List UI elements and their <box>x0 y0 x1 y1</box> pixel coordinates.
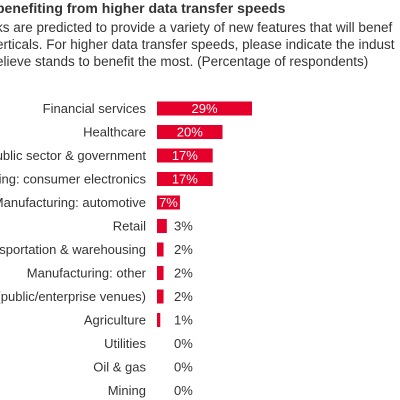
value-label: 17% <box>172 172 198 187</box>
value-label: 20% <box>177 125 203 140</box>
value-label: 2% <box>174 289 193 304</box>
bar <box>157 266 164 280</box>
bar <box>157 101 252 116</box>
value-label: 0% <box>174 360 193 375</box>
category-label: Financial services <box>43 101 147 116</box>
bar-row: Retail 3% <box>113 219 193 234</box>
bar <box>157 313 161 327</box>
bar <box>157 148 213 163</box>
bar <box>157 289 164 304</box>
category-label: Public sector & government <box>0 148 146 163</box>
category-label: Retail <box>113 219 146 234</box>
category-label: Oil & gas <box>93 360 146 375</box>
bar-row: Manufacturing: other 2% <box>27 266 193 281</box>
bar-row: Utilities 0% <box>104 336 193 351</box>
category-label: Healthcare <box>83 125 146 140</box>
category-label: Agriculture <box>84 313 146 328</box>
chart-subtitle: ks are predicted to provide a variety of… <box>0 19 400 70</box>
category-label: Manufacturing: automotive <box>0 195 146 210</box>
subtitle-line-2: erticals. For higher data transfer speed… <box>0 37 395 52</box>
bar-row: Mining 0% <box>108 383 194 398</box>
bar <box>157 195 180 210</box>
category-label: Mining <box>108 383 146 398</box>
value-label: 0% <box>174 383 193 398</box>
bar <box>157 219 167 233</box>
bar-row: Agriculture 1% <box>84 313 193 328</box>
bar-row: ring: consumer electronics 17% <box>0 172 213 187</box>
bar <box>157 172 213 186</box>
value-label: 1% <box>174 313 193 328</box>
value-label: 7% <box>159 195 178 210</box>
category-label: ring: consumer electronics <box>0 172 146 187</box>
category-label: nsportation & warehousing <box>0 242 146 257</box>
value-label: 29% <box>191 101 217 116</box>
category-label: (public/enterprise venues) <box>0 289 146 304</box>
category-label: Utilities <box>104 336 146 351</box>
value-label: 2% <box>174 266 193 281</box>
bar-row: Financial services 29% <box>43 101 252 116</box>
chart-title: benefiting from higher data transfer spe… <box>0 0 286 16</box>
bar-row: Manufacturing: automotive 7% <box>0 195 180 210</box>
value-label: 2% <box>174 242 193 257</box>
subtitle-line-3: elieve stands to benefit the most. (Perc… <box>0 54 369 69</box>
value-label: 0% <box>174 336 193 351</box>
bar-row: (public/enterprise venues) 2% <box>0 289 193 304</box>
bar-row: nsportation & warehousing 2% <box>0 242 193 257</box>
value-label: 17% <box>172 148 198 163</box>
subtitle-line-1: ks are predicted to provide a variety of… <box>0 20 393 35</box>
bar-row: Oil & gas 0% <box>93 360 193 375</box>
bar <box>157 125 223 139</box>
bar <box>157 242 164 257</box>
bar-row: Public sector & government 17% <box>0 148 213 163</box>
category-label: Manufacturing: other <box>27 266 147 281</box>
value-label: 3% <box>174 219 193 234</box>
bar-row: Healthcare 20% <box>83 125 223 140</box>
